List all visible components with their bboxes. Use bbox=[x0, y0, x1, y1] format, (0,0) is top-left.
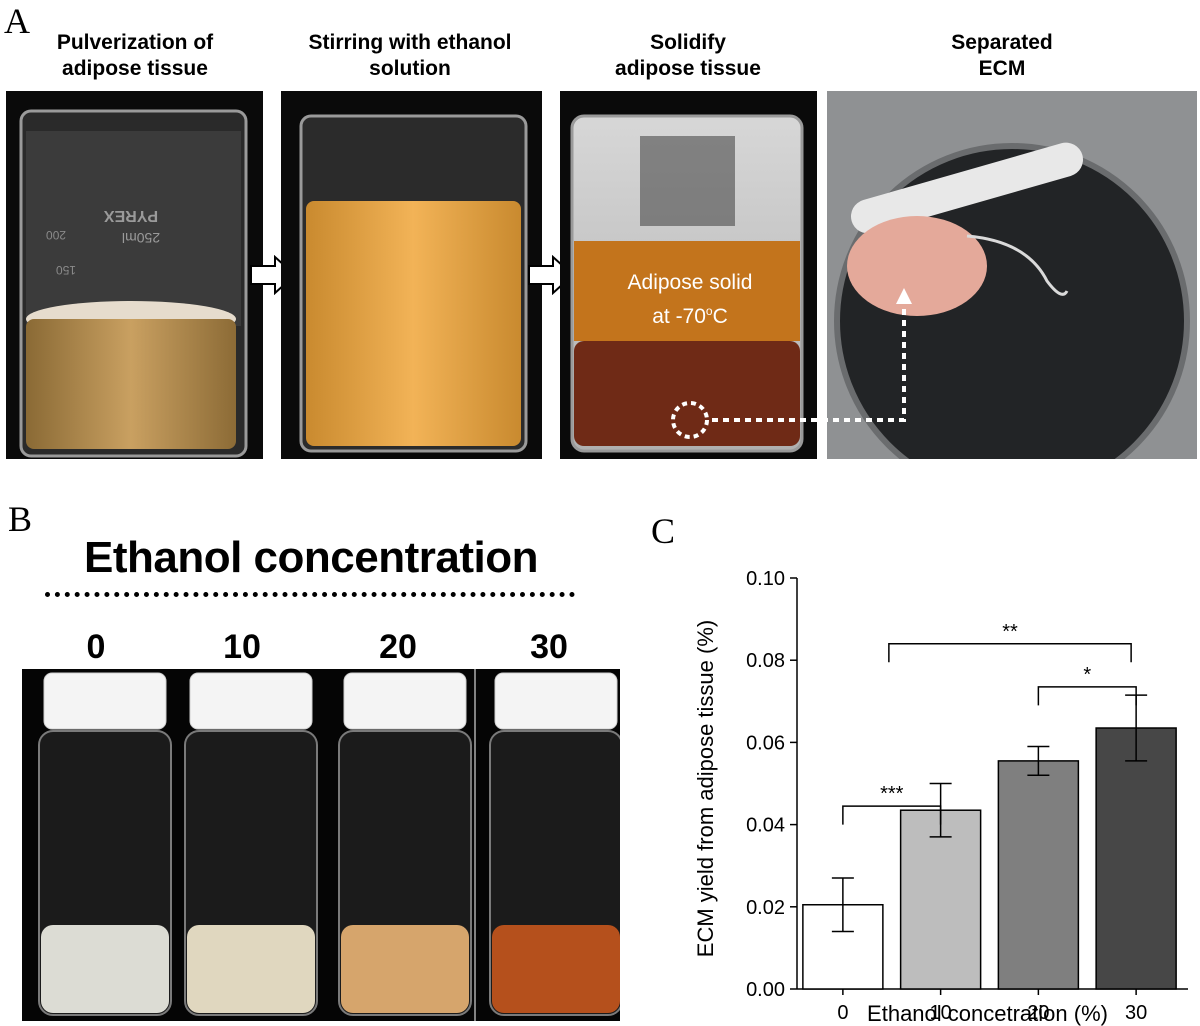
graduation-200: 200 bbox=[46, 228, 66, 242]
beaker-solidify-illustration bbox=[570, 114, 804, 453]
y-tick-label: 0.06 bbox=[746, 732, 785, 754]
step-title-solidify: Solidify adipose tissue bbox=[615, 31, 761, 80]
x-tick-label-10: 10 bbox=[930, 1002, 952, 1024]
photo-pulverization: PYREX 250ml 200 150 bbox=[6, 91, 263, 459]
graduation-150: 150 bbox=[56, 263, 76, 277]
vial-liquid bbox=[41, 925, 169, 1013]
pyrex-volume: 250ml bbox=[122, 230, 160, 246]
panel-b-letter: B bbox=[8, 499, 33, 539]
panel-a-letter: A bbox=[4, 1, 30, 41]
concentration-label-20: 20 bbox=[379, 628, 417, 666]
significance-bracket: *** bbox=[842, 783, 942, 825]
panel-c-letter: C bbox=[651, 511, 676, 551]
concentration-label-0: 0 bbox=[86, 628, 106, 666]
step-title-separated-ecm: Separated ECM bbox=[951, 31, 1053, 80]
bar-30 bbox=[1095, 727, 1177, 990]
concentration-label-30: 30 bbox=[530, 628, 568, 666]
y-axis-label: ECM yield from adipose tissue (%) bbox=[693, 620, 718, 957]
x-tick-label-30: 30 bbox=[1125, 1002, 1147, 1024]
significance-bracket: ** bbox=[888, 621, 1132, 663]
vial-30 bbox=[489, 672, 620, 1016]
vials-illustration bbox=[38, 669, 620, 1021]
beaker-pulverization-illustration: PYREX 250ml 200 150 bbox=[19, 109, 248, 458]
arrow-up-icon bbox=[896, 288, 912, 304]
bar-10 bbox=[899, 809, 982, 990]
significance-label: ** bbox=[1002, 621, 1018, 643]
highlight-circle-icon bbox=[671, 401, 709, 439]
vial-liquid bbox=[492, 925, 620, 1013]
pyrex-label: PYREX bbox=[104, 207, 159, 224]
significance-label: * bbox=[1083, 664, 1091, 686]
vial-cap-icon bbox=[494, 672, 618, 730]
photo-solidify: Adipose solid at -70oC bbox=[560, 91, 817, 459]
photo-vials bbox=[22, 669, 620, 1021]
significance-label: *** bbox=[880, 783, 904, 805]
vial-liquid bbox=[341, 925, 469, 1013]
y-tick-label: 0.08 bbox=[746, 650, 785, 672]
y-tick-label: 0.10 bbox=[746, 568, 785, 590]
x-axis-label: Ethanol concetration (%) bbox=[867, 1001, 1108, 1026]
vial-10 bbox=[184, 672, 318, 1016]
vial-cap-icon bbox=[343, 672, 467, 730]
adipose-solid-label: Adipose solid bbox=[627, 271, 753, 294]
y-tick-label: 0.00 bbox=[746, 979, 785, 1001]
step-title-stirring: Stirring with ethanol solution bbox=[308, 31, 512, 80]
vial-cap-icon bbox=[43, 672, 167, 730]
separated-ecm-illustration bbox=[827, 91, 1197, 459]
y-tick-label: 0.02 bbox=[746, 897, 785, 919]
vial-liquid bbox=[187, 925, 315, 1013]
x-tick-label-20: 20 bbox=[1027, 1002, 1049, 1024]
concentration-label-10: 10 bbox=[223, 628, 261, 666]
photo-stirring bbox=[281, 91, 542, 459]
dotted-connector bbox=[671, 288, 912, 439]
beaker-stirring-illustration bbox=[299, 114, 528, 453]
vial-20 bbox=[338, 672, 472, 1016]
photo-separated-ecm bbox=[827, 91, 1197, 459]
temperature-label: at -70oC bbox=[652, 304, 728, 328]
vial-0 bbox=[38, 672, 172, 1016]
step-title-pulverization: Pulverization of adipose tissue bbox=[56, 31, 214, 80]
ethanol-concentration-title: Ethanol concentration bbox=[84, 533, 538, 582]
significance-bracket: * bbox=[1037, 664, 1137, 706]
x-tick-label-0: 0 bbox=[837, 1002, 848, 1024]
vial-cap-icon bbox=[189, 672, 313, 730]
y-tick-label: 0.04 bbox=[746, 815, 785, 837]
ecm-yield-bar-chart: 0.000.020.040.060.080.100 10 20 30******Eth… bbox=[693, 568, 1188, 1026]
title-dotted-divider bbox=[45, 592, 575, 597]
bar-20 bbox=[997, 760, 1080, 990]
